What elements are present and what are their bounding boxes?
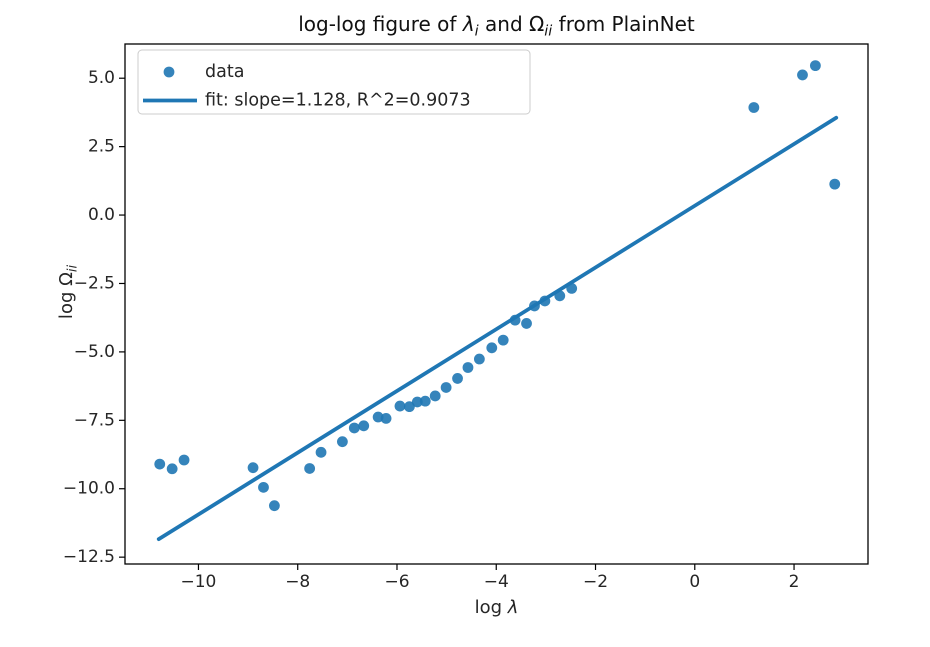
- data-point: [473, 353, 485, 365]
- x-tick-label: −2: [583, 572, 608, 592]
- x-tick-label: 0: [689, 572, 700, 592]
- ticks: −10 −8 −6 −4 −2 0 2 5.0 2.5 0.0 −2.5 −5.0 −7.5 −10.0 −…: [63, 68, 800, 592]
- data-point: [829, 178, 841, 190]
- legend-label-fit: fit: slope=1.128, R^2=0.9073: [205, 91, 471, 111]
- legend: data fit: slope=1.128, R^2=0.9073: [137, 49, 531, 115]
- x-tick-label: −4: [484, 572, 509, 592]
- y-tick-label: −5.0: [74, 342, 115, 362]
- data-point: [247, 462, 259, 474]
- y-tick-label: −7.5: [74, 410, 115, 430]
- data-point: [154, 458, 166, 470]
- data-point: [419, 395, 431, 407]
- data-point: [315, 446, 327, 458]
- data-point: [268, 500, 280, 512]
- y-tick-label: 2.5: [88, 137, 115, 157]
- chart-title: log-log figure of λi and Ωii from PlainN…: [298, 12, 695, 40]
- data-point: [486, 342, 498, 354]
- data-point: [452, 373, 463, 384]
- data-point: [166, 463, 178, 475]
- data-point: [497, 334, 509, 346]
- x-tick-label: 2: [789, 572, 800, 592]
- data-point: [394, 400, 406, 412]
- x-tick-label: −6: [384, 572, 409, 592]
- data-point: [521, 318, 532, 329]
- x-tick-label: −10: [181, 572, 217, 592]
- data-point: [380, 413, 392, 424]
- data-point: [462, 362, 474, 373]
- data-point: [411, 396, 423, 408]
- y-tick-label: −10.0: [63, 479, 115, 499]
- data-point: [178, 454, 190, 466]
- data-point: [304, 463, 316, 474]
- axes: [124, 43, 869, 565]
- data-point: [429, 390, 441, 402]
- y-axis-label: log Ωii: [56, 265, 81, 320]
- y-tick-label: 5.0: [88, 68, 115, 88]
- y-tick-label: −2.5: [74, 273, 115, 293]
- data-point: [336, 436, 348, 448]
- data-point: [809, 60, 821, 72]
- legend-label-data: data: [205, 62, 244, 82]
- data-point: [797, 69, 808, 81]
- data-point: [358, 420, 370, 432]
- data-point: [748, 102, 760, 113]
- y-tick-label: −12.5: [63, 547, 115, 567]
- data-point: [440, 382, 452, 393]
- data-point: [258, 481, 269, 493]
- legend-marker-icon: [163, 66, 175, 78]
- plot-area: [124, 43, 869, 565]
- legend-box: [137, 49, 531, 115]
- x-tick-label: −8: [285, 572, 310, 592]
- fit-line: [156, 115, 839, 542]
- data-points: [154, 60, 841, 512]
- data-point: [403, 401, 415, 413]
- y-tick-label: 0.0: [88, 205, 115, 225]
- data-point: [372, 411, 384, 423]
- x-axis-label: log λ: [475, 597, 519, 618]
- data-point: [348, 422, 360, 434]
